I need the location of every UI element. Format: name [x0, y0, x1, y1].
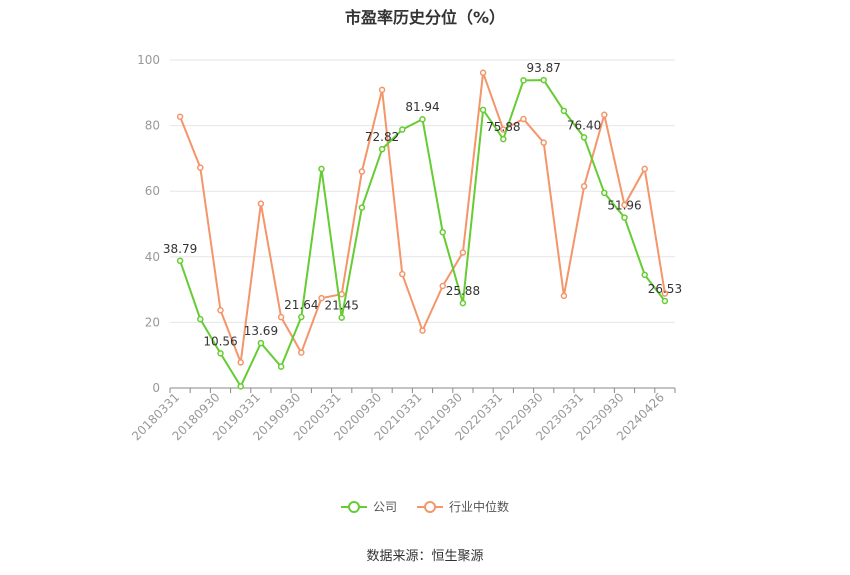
y-tick-label-80: 80: [145, 119, 160, 133]
series-0-point-5: [277, 363, 285, 370]
legend-swatch-industry-median: [417, 500, 443, 514]
series-1-point-21: [601, 111, 608, 119]
series-1-point-15: [479, 69, 487, 77]
series-0-point-0: [176, 257, 184, 265]
chart-title: 市盈率历史分位（%）: [344, 8, 506, 27]
series-1-point-18: [540, 139, 547, 146]
source-note: 数据来源：恒生聚源: [366, 549, 484, 564]
series-1-point-12: [419, 327, 426, 334]
series-layer: [176, 69, 669, 390]
series-0-point-3: [237, 383, 244, 390]
series-0-point-22: [621, 214, 628, 221]
series-0-point-15: [479, 106, 487, 114]
series-0-point-18: [540, 76, 547, 84]
y-tick-label-0: 0: [152, 381, 160, 395]
series-1-point-4: [257, 200, 265, 207]
series-1-point-24: [661, 290, 669, 297]
legend: 公司 行业中位数: [0, 498, 850, 515]
series-1-point-11: [399, 270, 406, 278]
series-0-point-9: [358, 204, 366, 211]
series-1-point-22: [621, 201, 628, 209]
data-label-8: 21.45: [325, 299, 359, 313]
data-label-12: 81.94: [405, 100, 439, 114]
series-0-point-16: [500, 135, 507, 143]
series-1-point-2: [217, 307, 224, 314]
legend-swatch-company: [340, 500, 367, 514]
series-1-point-19: [560, 292, 568, 300]
series-0-point-2: [217, 350, 224, 357]
data-label-6: 21.64: [284, 298, 318, 312]
data-label-18: 93.87: [527, 61, 561, 75]
series-0-point-14: [459, 299, 467, 307]
series-0-point-17: [520, 77, 527, 84]
data-label-20: 76.40: [567, 118, 601, 132]
series-0-point-19: [560, 107, 568, 115]
legend-item-company[interactable]: 公司: [340, 498, 397, 515]
series-1-point-23: [641, 165, 648, 173]
data-label-10: 72.82: [365, 130, 399, 144]
series-0-point-8: [338, 314, 345, 321]
data-label-22: 51.96: [607, 199, 641, 213]
series-1-point-9: [358, 168, 366, 175]
series-1-point-13: [439, 282, 446, 290]
series-0-point-11: [399, 126, 406, 133]
series-0-point-20: [580, 134, 588, 141]
series-0-point-1: [197, 315, 204, 323]
series-1-point-8: [338, 290, 345, 298]
series-1-point-6: [298, 349, 305, 356]
y-tick-label-40: 40: [145, 250, 160, 264]
series-0-point-21: [601, 189, 608, 197]
y-tick-label-100: 100: [137, 53, 160, 67]
legend-label-industry-median: 行业中位数: [449, 500, 510, 514]
data-label-4: 13.69: [244, 324, 278, 338]
series-0-point-13: [439, 228, 446, 236]
series-1-point-0: [176, 113, 184, 120]
series-0-point-4: [257, 339, 265, 347]
series-1-point-20: [580, 183, 588, 190]
series-1-point-5: [277, 313, 285, 321]
data-label-24: 26.53: [648, 282, 682, 296]
series-0-point-6: [298, 313, 305, 321]
series-1-point-10: [378, 86, 386, 94]
series-0-point-23: [641, 271, 648, 279]
series-1-point-7: [318, 294, 325, 302]
data-label-14: 25.88: [446, 284, 480, 298]
series-0-point-12: [419, 115, 426, 123]
series-0-point-7: [318, 165, 325, 173]
legend-label-company: 公司: [372, 500, 397, 514]
series-1-point-17: [520, 115, 527, 123]
series-1-point-1: [197, 164, 204, 171]
series-0-point-10: [378, 145, 386, 153]
grid-layer: [170, 59, 675, 323]
series-1-point-14: [459, 249, 467, 256]
legend-item-industry-median[interactable]: 行业中位数: [417, 498, 509, 515]
data-label-16: 75.88: [486, 120, 520, 134]
series-1-point-3: [237, 359, 244, 366]
y-tick-label-20: 20: [145, 315, 160, 329]
series-0-point-24: [661, 297, 669, 305]
data-label-2: 10.56: [203, 334, 237, 348]
data-label-layer: 38.79 10.56 13.69 21.64 21.45 72.82 81.94 25.88…: [163, 61, 682, 348]
y-tick-label-60: 60: [145, 184, 160, 198]
data-label-0: 38.79: [163, 242, 197, 256]
